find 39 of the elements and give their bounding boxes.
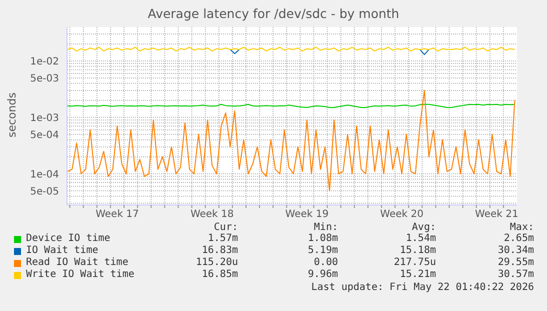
y-tick-label: 5e-03 [30, 73, 59, 84]
x-tick-label: Week 20 [380, 209, 424, 220]
text: Max: [510, 222, 534, 233]
text: 5.19m [308, 245, 338, 256]
text: 29.55m [498, 257, 534, 268]
text: 2.65m [504, 233, 534, 244]
chart-title: Average latency for /dev/sdc - by month [146, 6, 400, 21]
text: Min: [314, 222, 338, 233]
text: 115.20u [196, 257, 238, 268]
text: 217.75u [394, 257, 436, 268]
text: 30.57m [498, 269, 534, 280]
legend-label: Device IO time [26, 233, 110, 244]
text: 9.96m [308, 269, 338, 280]
legend-label: Write IO Wait time [26, 269, 134, 280]
y-tick-label: 1e-03 [30, 112, 59, 124]
text: 1.57m [208, 233, 238, 244]
x-tick-label: Week 21 [475, 209, 518, 220]
legend-label: Read IO Wait time [26, 257, 128, 268]
y-tick-label: 1e-04 [30, 169, 59, 180]
x-tick-label: Week 18 [190, 209, 234, 220]
y-tick-label: 5e-04 [30, 130, 59, 141]
text: 0.00 [314, 257, 338, 268]
text: 15.21m [400, 269, 436, 280]
text: Last update: Fri May 22 01:40:22 2026 [311, 282, 534, 293]
line-series [67, 90, 516, 192]
text: 1.08m [308, 233, 338, 244]
x-tick-label: Week 19 [285, 209, 329, 220]
text: 1.54m [406, 233, 436, 244]
legend-label: IO Wait time [26, 245, 98, 256]
text: 15.18m [400, 245, 436, 256]
text: 16.85m [202, 269, 238, 280]
text: Cur: [214, 222, 238, 233]
x-tick-label: Week 17 [96, 209, 139, 220]
y-axis-title: seconds [6, 92, 18, 138]
text: Avg: [412, 222, 436, 233]
y-tick-label: 1e-02 [30, 56, 59, 68]
text: 16.83m [202, 245, 238, 256]
y-tick-label: 5e-05 [30, 186, 59, 198]
text: 30.34m [498, 245, 534, 256]
